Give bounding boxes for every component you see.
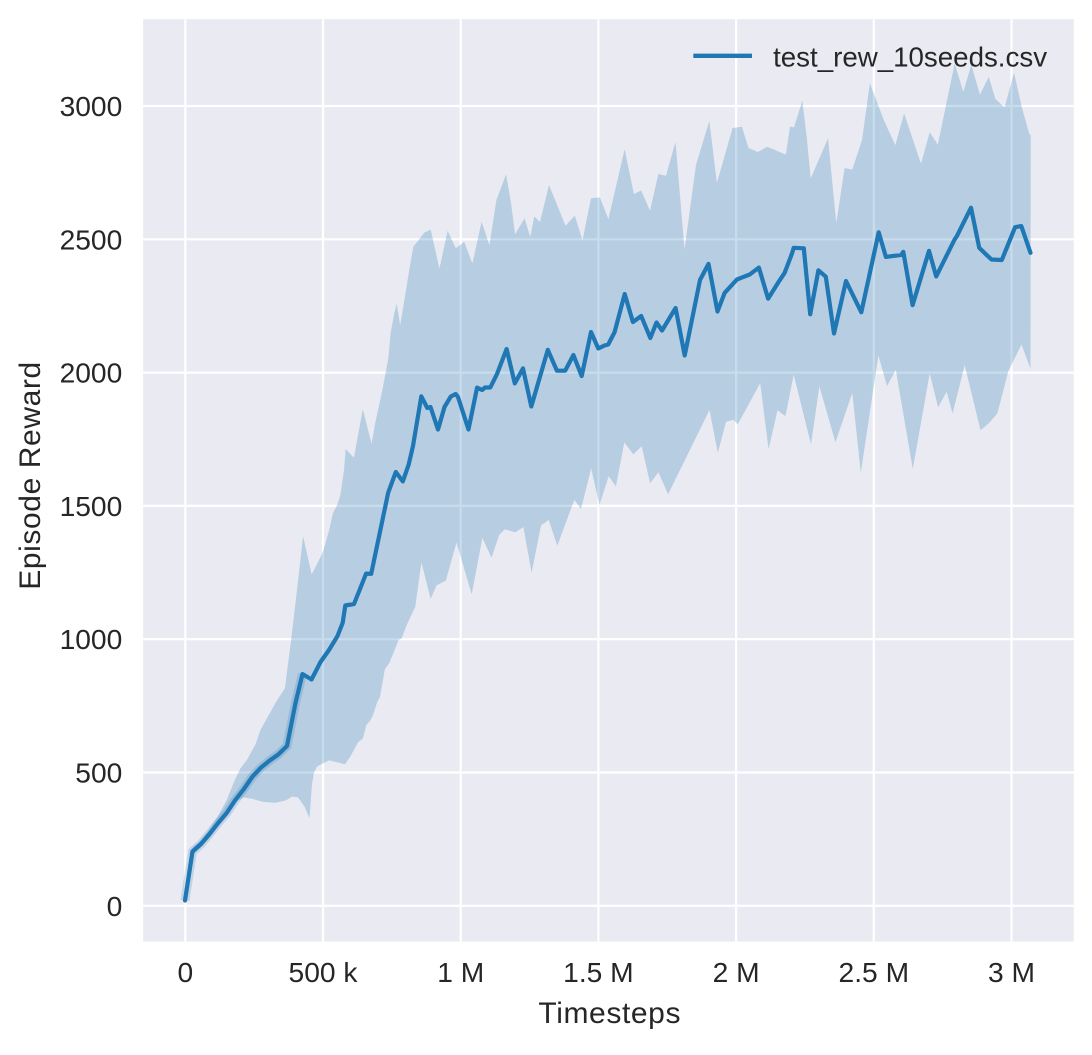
svg-text:0: 0 xyxy=(107,890,123,922)
svg-text:1 M: 1 M xyxy=(437,956,484,988)
svg-text:2 M: 2 M xyxy=(713,956,760,988)
svg-text:2500: 2500 xyxy=(60,223,123,255)
svg-text:1.5 M: 1.5 M xyxy=(563,956,634,988)
svg-text:test_rew_10seeds.csv: test_rew_10seeds.csv xyxy=(773,41,1047,72)
svg-text:3000: 3000 xyxy=(60,90,123,122)
svg-text:3 M: 3 M xyxy=(988,956,1035,988)
svg-text:0: 0 xyxy=(177,956,193,988)
svg-text:2000: 2000 xyxy=(60,357,123,389)
svg-text:2.5 M: 2.5 M xyxy=(839,956,910,988)
svg-text:Timesteps: Timesteps xyxy=(538,997,681,1030)
svg-text:500: 500 xyxy=(75,757,122,789)
svg-text:1500: 1500 xyxy=(60,490,123,522)
svg-text:500 k: 500 k xyxy=(289,956,359,988)
svg-text:Episode Reward: Episode Reward xyxy=(14,361,47,590)
svg-text:1000: 1000 xyxy=(60,623,123,655)
